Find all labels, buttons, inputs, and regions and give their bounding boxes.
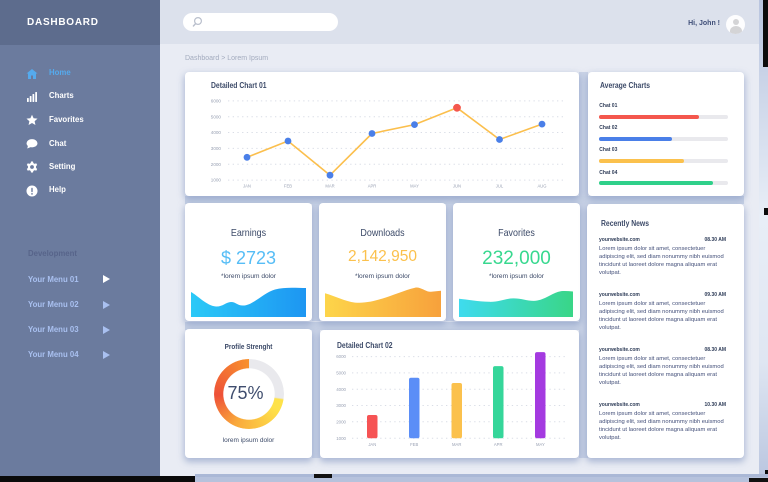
svg-text:1000: 1000 — [211, 178, 222, 183]
svg-text:MAR: MAR — [325, 184, 334, 189]
svg-text:5000: 5000 — [336, 371, 346, 376]
svg-text:FEB: FEB — [284, 184, 292, 189]
svg-text:3000: 3000 — [336, 403, 346, 408]
svg-text:APR: APR — [368, 184, 377, 189]
svg-text:2000: 2000 — [211, 162, 222, 167]
svg-text:MAY: MAY — [410, 184, 419, 189]
svg-text:2000: 2000 — [336, 419, 346, 424]
svg-text:APR: APR — [494, 442, 503, 447]
svg-text:JAN: JAN — [243, 184, 251, 189]
svg-text:6000: 6000 — [336, 354, 346, 359]
svg-text:JAN: JAN — [368, 442, 376, 447]
svg-text:AUG: AUG — [537, 184, 546, 189]
svg-text:JUL: JUL — [496, 184, 504, 189]
svg-text:FEB: FEB — [410, 442, 418, 447]
svg-text:1000: 1000 — [336, 436, 346, 441]
svg-text:6000: 6000 — [211, 99, 222, 104]
svg-text:MAY: MAY — [536, 442, 545, 447]
svg-text:JUN: JUN — [453, 184, 461, 189]
svg-text:5000: 5000 — [211, 114, 222, 119]
svg-text:3000: 3000 — [211, 146, 222, 151]
svg-text:4000: 4000 — [211, 130, 222, 135]
svg-text:MAR: MAR — [452, 442, 461, 447]
svg-text:4000: 4000 — [336, 387, 346, 392]
